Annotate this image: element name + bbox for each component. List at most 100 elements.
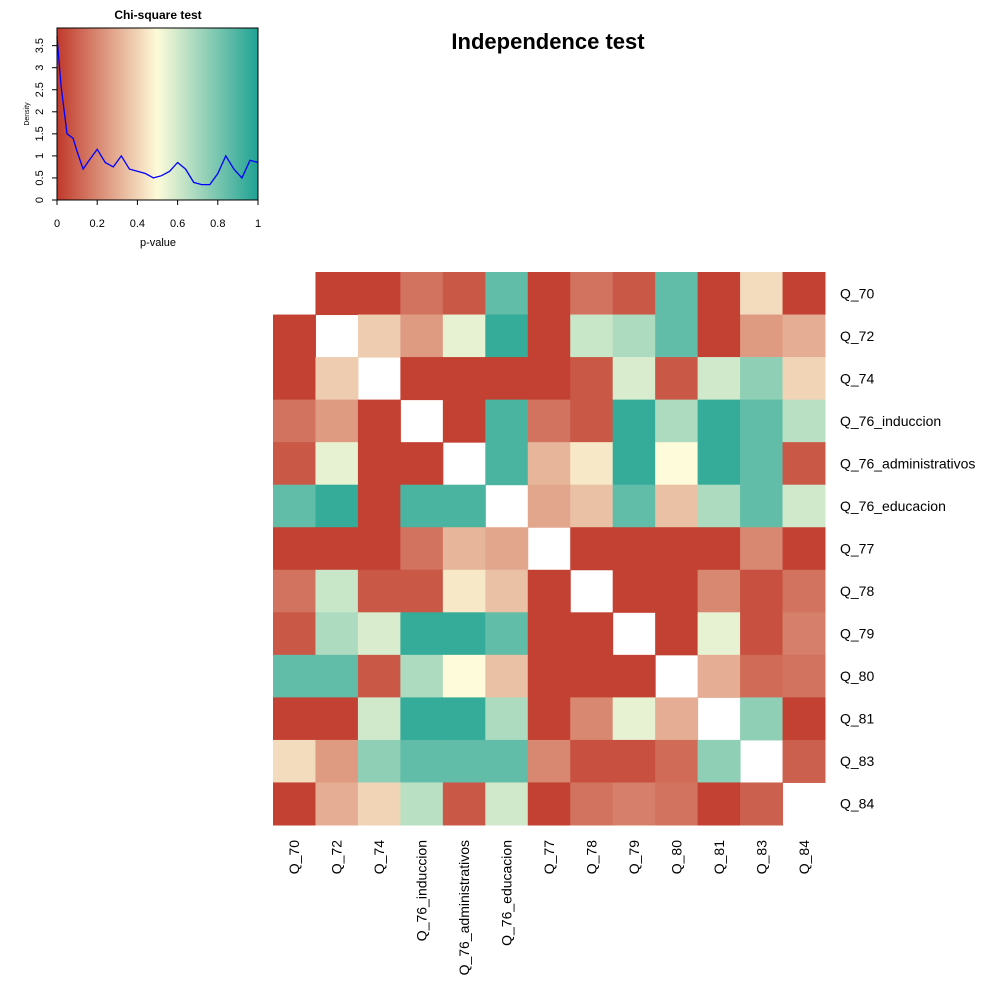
heatmap-cell: [442, 739, 486, 783]
heatmap-cell: [273, 569, 316, 613]
heatmap-cell: [273, 612, 316, 656]
heatmap-cell: [273, 782, 316, 826]
heatmap-cell: [442, 399, 486, 443]
row-label: Q_78: [840, 583, 874, 599]
heatmap-cell: [782, 654, 826, 698]
y-tick-label: 1: [34, 153, 46, 159]
y-tick-label: 0.5: [34, 170, 46, 185]
heatmap-cell: [400, 697, 444, 741]
heatmap-cell: [782, 739, 826, 783]
key-title: Chi-square test: [114, 8, 201, 22]
y-tick-label: 3: [34, 65, 46, 71]
heatmap-cell: [273, 357, 316, 401]
heatmap-cell: [527, 484, 571, 528]
heatmap-cell: [527, 569, 571, 613]
column-label: Q_80: [668, 840, 684, 874]
row-label: Q_81: [840, 711, 874, 727]
heatmap-cell: [697, 569, 741, 613]
heatmap-cell: [782, 442, 826, 486]
column-label: Q_84: [796, 840, 812, 874]
heatmap-cell: [400, 357, 444, 401]
heatmap-cell: [400, 782, 444, 826]
heatmap-cell: [740, 484, 784, 528]
heatmap-cell: [485, 569, 529, 613]
heatmap-cell: [315, 357, 359, 401]
heatmap-cell: [570, 399, 614, 443]
heatmap-cell: [697, 314, 741, 358]
heatmap-cell: [442, 569, 486, 613]
key-gradient: [57, 28, 258, 200]
heatmap-cell: [527, 782, 571, 826]
heatmap-cell: [315, 612, 359, 656]
heatmap-cell: [655, 357, 699, 401]
heatmap-cell: [782, 697, 826, 741]
heatmap-cell: [697, 654, 741, 698]
row-label: Q_74: [840, 370, 874, 386]
heatmap-cell: [782, 569, 826, 613]
x-tick-label: 0: [54, 218, 60, 230]
heatmap-cell: [485, 272, 529, 316]
heatmap-cell: [315, 527, 359, 571]
heatmap-cell: [357, 654, 401, 698]
heatmap-cell: [485, 697, 529, 741]
y-tick-label: 2.5: [34, 82, 46, 97]
heatmap-cell: [315, 399, 359, 443]
heatmap-cell: [697, 357, 741, 401]
column-label: Q_81: [711, 840, 727, 874]
heatmap-cell: [527, 654, 571, 698]
heatmap-cell: [442, 527, 486, 571]
heatmap-cell: [697, 527, 741, 571]
heatmap-cell: [782, 399, 826, 443]
x-tick-label: 0.8: [210, 218, 225, 230]
heatmap-cell: [315, 484, 359, 528]
heatmap-cell: [357, 569, 401, 613]
heatmap-cell: [442, 697, 486, 741]
heatmap-cell: [740, 612, 784, 656]
heatmap-cell: [782, 272, 826, 316]
heatmap-cell: [315, 697, 359, 741]
row-label: Q_70: [840, 285, 874, 301]
heatmap-cell: [273, 314, 316, 358]
heatmap-cell: [315, 442, 359, 486]
heatmap-cell: [612, 739, 656, 783]
heatmap-cell: [697, 782, 741, 826]
heatmap-cell: [273, 484, 316, 528]
key-y-label: Density: [24, 102, 31, 126]
heatmap-cell: [357, 782, 401, 826]
row-label: Q_72: [840, 328, 874, 344]
heatmap-cell: [315, 272, 359, 316]
heatmap-cell: [442, 314, 486, 358]
row-label: Q_77: [840, 541, 874, 557]
heatmap-cell: [400, 527, 444, 571]
heatmap-cell: [442, 272, 486, 316]
x-tick-label: 0.2: [90, 218, 105, 230]
heatmap-cell: [315, 569, 359, 613]
y-tick-label: 3.5: [34, 38, 46, 53]
heatmap-cell: [273, 527, 316, 571]
heatmap-cell: [612, 569, 656, 613]
heatmap-cell: [655, 569, 699, 613]
heatmap-cell: [740, 782, 784, 826]
x-tick-label: 1: [255, 218, 261, 230]
heatmap-cell: [400, 612, 444, 656]
heatmap-cell: [612, 357, 656, 401]
heatmap-cell: [357, 314, 401, 358]
heatmap-cell: [400, 442, 444, 486]
heatmap-cell: [612, 484, 656, 528]
heatmap-cell: [740, 697, 784, 741]
heatmap-cell: [357, 399, 401, 443]
column-label: Q_72: [329, 840, 345, 874]
column-label: Q_76_administrativos: [456, 840, 472, 975]
heatmap-cell: [570, 314, 614, 358]
heatmap-cell: [273, 442, 316, 486]
heatmap-cell: [612, 442, 656, 486]
heatmap-cell: [612, 399, 656, 443]
heatmap-cell: [612, 697, 656, 741]
row-label: Q_80: [840, 668, 874, 684]
heatmap-cell: [442, 612, 486, 656]
heatmap-cell: [357, 739, 401, 783]
heatmap-cell: [740, 357, 784, 401]
heatmap-cell: [400, 739, 444, 783]
heatmap-cell: [740, 399, 784, 443]
